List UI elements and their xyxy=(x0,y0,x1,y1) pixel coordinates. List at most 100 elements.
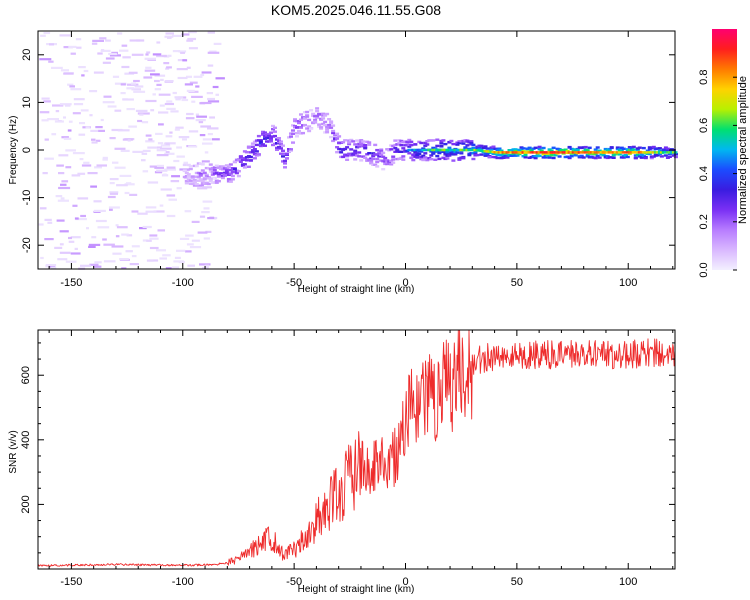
spectrogram-signal-cell xyxy=(315,109,320,113)
spectrogram-signal-cell xyxy=(389,163,394,166)
spectrogram-noise-cell xyxy=(184,83,193,86)
spectrogram-noise-cell xyxy=(70,252,81,255)
spectrogram-signal-cell xyxy=(355,139,360,142)
spectrogram-signal-cell xyxy=(224,171,229,174)
spectrogram-noise-cell xyxy=(207,97,215,101)
spectrogram-signal-core xyxy=(541,151,546,154)
spectrogram-noise-cell xyxy=(152,93,156,96)
spectrogram-signal-cell xyxy=(275,148,279,151)
spectrogram-noise-cell xyxy=(199,215,206,218)
spectrogram-signal-core xyxy=(661,151,666,154)
spectrogram-noise-cell xyxy=(77,197,89,200)
snr-y-tick-label: 200 xyxy=(20,495,32,513)
spectrogram-noise-cell xyxy=(114,82,127,85)
spectrogram-noise-cell xyxy=(200,101,212,105)
spectrogram-noise-cell xyxy=(59,230,69,233)
spectrogram-signal-cell xyxy=(216,180,221,183)
spectrogram-noise-cell xyxy=(51,266,57,269)
spectrogram-signal-cell xyxy=(661,148,666,152)
spectrogram-signal-cell xyxy=(200,169,205,172)
spectrogram-signal-core xyxy=(475,149,479,152)
spectrogram-signal-cell xyxy=(491,145,496,148)
spectrogram-signal-cell xyxy=(214,179,219,182)
spectrogram-noise-cell xyxy=(164,102,174,106)
spectrogram-signal-core xyxy=(559,151,564,154)
spectrogram-signal-cell xyxy=(379,149,384,152)
spectrogram-signal-core xyxy=(465,148,469,152)
spectrogram-noise-cell xyxy=(214,216,218,220)
spectrogram-signal-cell xyxy=(495,156,500,160)
spectrogram-noise-cell xyxy=(94,166,102,169)
colorbar-tick-label: 0.2 xyxy=(698,214,710,229)
spectrogram-signal-cell xyxy=(391,158,396,161)
spectrogram-noise-cell xyxy=(176,68,188,71)
spectrogram-noise-cell xyxy=(205,230,212,233)
spectrogram-noise-cell xyxy=(164,142,176,145)
spectrogram-signal-cell xyxy=(533,146,538,149)
spectrogram-signal-cell xyxy=(208,168,213,171)
spectrogram-signal-cell xyxy=(297,120,301,123)
spectrogram-noise-cell xyxy=(126,234,133,237)
spectrogram-signal-cell xyxy=(665,149,670,152)
spectrogram-signal-cell xyxy=(659,155,664,158)
spectrogram-noise-cell xyxy=(61,180,69,183)
spectrogram-signal-cell xyxy=(315,114,320,118)
spectrogram-signal-core xyxy=(479,149,483,152)
spectrogram-signal-cell xyxy=(375,165,380,168)
snr-ticks: -150 -100 -50 0 50 100 200 400 600 xyxy=(20,330,675,588)
spectrogram-noise-cell xyxy=(188,31,197,34)
spectrogram-noise-cell xyxy=(80,214,86,218)
spectrogram-noise-cell xyxy=(101,49,105,52)
spectrogram-signal-cell xyxy=(657,147,662,150)
spectrogram-signal-cell xyxy=(353,152,358,155)
spectrogram-signal-cell xyxy=(401,155,406,158)
spectrogram-signal-cell xyxy=(263,131,267,134)
spectrogram-signal-core xyxy=(447,148,451,152)
spectrogram-noise-cell xyxy=(103,260,116,263)
spectrogram-noise-cell xyxy=(177,59,186,62)
spectrogram-signal-cell xyxy=(267,134,271,138)
spectrogram-noise-cell xyxy=(48,60,54,63)
spectrogram-signal-cell xyxy=(437,157,442,161)
spectrogram-signal-cell xyxy=(407,145,412,148)
spectrogram-signal-cell xyxy=(295,135,299,138)
spectrogram-noise-cell xyxy=(154,166,164,169)
spectrogram-signal-cell xyxy=(655,147,660,150)
spectrogram-signal-core xyxy=(423,148,427,152)
spectrogram-noise-cell xyxy=(89,263,99,266)
spectrogram-noise-cell xyxy=(88,245,96,248)
spectrogram-x-tick-label: 100 xyxy=(619,277,637,289)
spectrogram-x-tick-label: -150 xyxy=(60,277,82,289)
spectrogram-noise-cell xyxy=(42,172,48,175)
spectrogram-signal-cell xyxy=(407,138,412,142)
spectrogram-signal-cell xyxy=(375,157,380,161)
spectrogram-signal-core xyxy=(469,148,473,152)
spectrogram-noise-cell xyxy=(39,207,47,210)
spectrogram-signal-core xyxy=(485,150,490,153)
spectrogram-noise-cell xyxy=(77,172,86,175)
spectrogram-signal-cell xyxy=(537,145,542,149)
spectrogram-noise-cell xyxy=(156,83,162,86)
spectrogram-noise-cell xyxy=(136,39,145,42)
snr-x-tick-label: 50 xyxy=(511,576,523,588)
spectrogram-signal-cell xyxy=(317,113,322,116)
spectrogram-signal-cell xyxy=(212,166,217,169)
spectrogram-noise-cell xyxy=(56,219,65,222)
spectrogram-noise-cell xyxy=(131,88,141,91)
spectrogram-signal-cell xyxy=(363,147,368,150)
spectrogram-noise-cell xyxy=(184,210,192,213)
spectrogram-signal-cell xyxy=(533,156,538,160)
spectrogram-signal-cell xyxy=(435,154,440,158)
spectrogram-signal-cell xyxy=(419,141,424,145)
spectrogram-signal-core xyxy=(573,151,578,154)
spectrogram-signal-cell xyxy=(289,148,293,151)
spectrogram-noise-cell xyxy=(131,245,140,248)
spectrogram-signal-cell xyxy=(641,154,646,158)
spectrogram-signal-cell xyxy=(269,131,273,134)
spectrogram-signal-cell xyxy=(228,169,233,172)
spectrogram-signal-core xyxy=(623,151,628,154)
spectrogram-signal-cell xyxy=(373,163,378,166)
spectrogram-signal-cell xyxy=(489,148,494,151)
spectrogram-signal-cell xyxy=(329,135,334,139)
